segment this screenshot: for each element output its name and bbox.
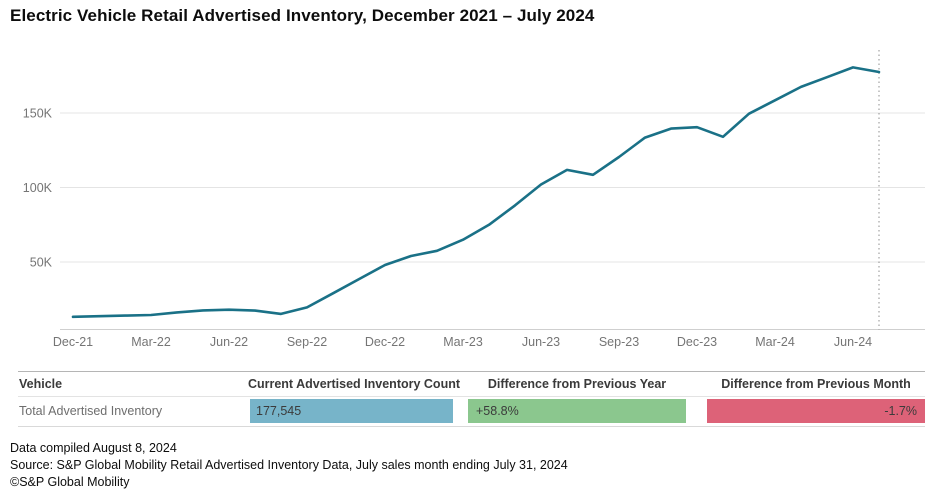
footer-source: Source: S&P Global Mobility Retail Adver… <box>10 458 568 472</box>
total-advertised-inventory-series-line <box>71 66 881 319</box>
footer-copyright: ©S&P Global Mobility <box>10 475 130 489</box>
x-axis-tick-label: Jun-22 <box>210 335 248 349</box>
diff-previous-month-cell: -1.7% <box>707 399 925 423</box>
x-axis-tick-label: Dec-22 <box>365 335 405 349</box>
x-axis-tick-label: Jun-23 <box>522 335 560 349</box>
y-axis-tick-label: 100K <box>23 181 53 195</box>
y-axis-tick-label: 50K <box>30 256 53 270</box>
col-header-vehicle: Vehicle <box>19 377 63 391</box>
table-top-border <box>18 371 925 372</box>
inventory-line-chart: 50K 100K 150K Dec-21 Mar-22 Jun-22 Sep-22 Dec-2… <box>23 50 925 349</box>
x-axis-tick-label: Mar-24 <box>755 335 795 349</box>
row-label-total-advertised-inventory: Total Advertised Inventory <box>19 404 163 418</box>
footer-compiled-date: Data compiled August 8, 2024 <box>10 441 177 455</box>
x-axis-tick-label: Sep-23 <box>599 335 639 349</box>
table-header-divider <box>18 396 925 397</box>
x-axis-tick-label: Mar-23 <box>443 335 483 349</box>
x-axis-tick-label: Sep-22 <box>287 335 327 349</box>
x-axis-tick-label: Dec-21 <box>53 335 93 349</box>
x-axis-tick-label: Dec-23 <box>677 335 717 349</box>
col-header-inventory-count: Current Advertised Inventory Count <box>247 377 460 391</box>
page-title: Electric Vehicle Retail Advertised Inven… <box>10 6 595 25</box>
y-axis-tick-label: 150K <box>23 107 53 121</box>
table-bottom-border <box>18 426 925 427</box>
diff-previous-year-cell: +58.8% <box>468 399 686 423</box>
col-header-diff-previous-month: Difference from Previous Month <box>721 377 911 391</box>
inventory-count-cell: 177,545 <box>250 399 453 423</box>
footer-notes: Data compiled August 8, 2024 Source: S&P… <box>10 440 568 491</box>
x-axis-tick-label: Mar-22 <box>131 335 171 349</box>
x-axis-tick-label: Jun-24 <box>834 335 872 349</box>
col-header-diff-previous-year: Difference from Previous Year <box>487 377 667 391</box>
